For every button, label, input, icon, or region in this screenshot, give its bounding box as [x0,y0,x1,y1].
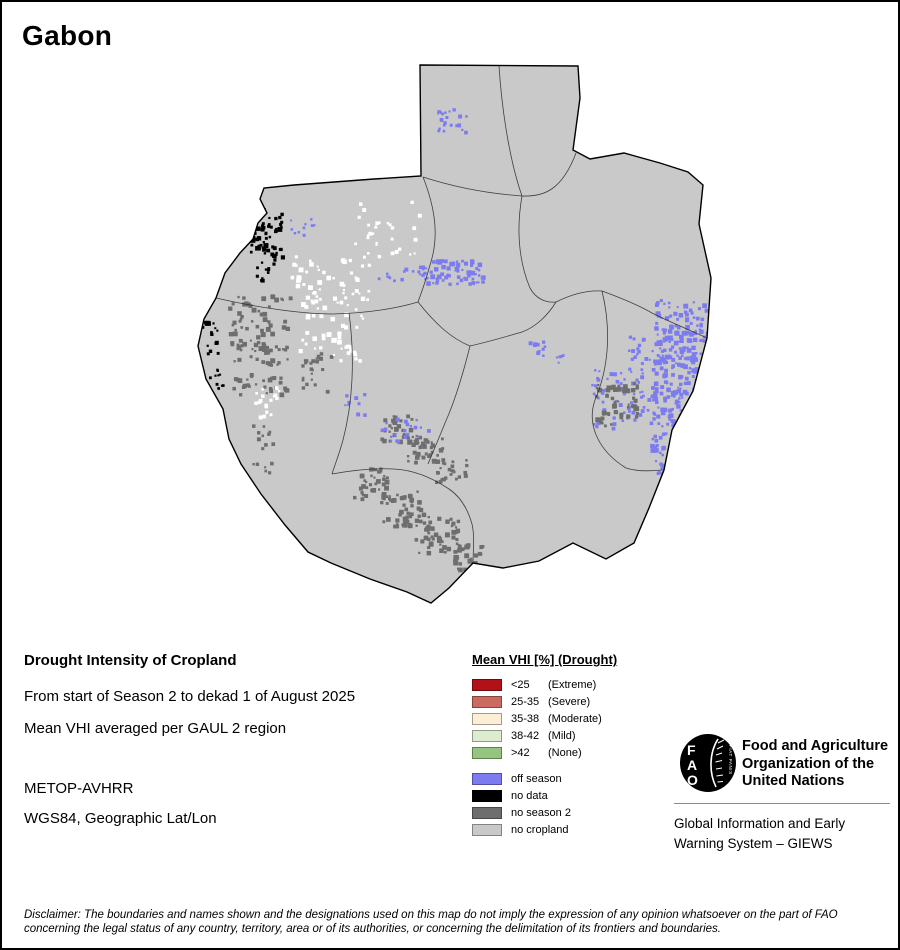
legend-row-severe: 25-35 (Severe) [472,693,672,710]
legend-row-mild: 38-42 (Mild) [472,727,672,744]
legend-row-extreme: <25 (Extreme) [472,676,672,693]
fao-logo-letter: O [687,772,698,788]
fao-org-line: Organization of the [742,755,875,772]
map-subject-heading: Drought Intensity of Cropland [24,652,237,669]
region-boundaries [215,65,708,564]
wheat-grain-icon [715,739,725,783]
sensor-line: METOP-AVHRR [24,780,134,797]
fao-logo-letter: F [687,742,696,758]
legend-label: off season [511,772,562,785]
swatch-off-season [472,772,502,785]
legend-row-no-season-2: no season 2 [472,804,672,821]
legend-range: >42 [511,746,530,759]
legend-spacer [472,761,672,770]
legend: Mean VHI [%] (Drought) <25 (Extreme) 25-3… [472,652,672,838]
legend-qualifier: (Severe) [548,695,591,708]
giews-label: Global Information and Early Warning Sys… [674,814,845,853]
giews-line: Warning System – GIEWS [674,835,833,851]
swatch-no-season-2 [472,806,502,819]
fao-org-name: Food and Agriculture Organization of the… [742,738,888,791]
legend-range: <25 [511,678,530,691]
legend-label: no cropland [511,823,569,836]
legend-qualifier: (None) [548,746,582,759]
swatch-extreme [472,678,502,691]
legend-row-no-data: no data [472,787,672,804]
legend-row-off-season: off season [472,770,672,787]
disclaimer-text: Disclaimer: The boundaries and names sho… [24,909,838,935]
wheat-ear-icon [710,738,719,788]
drought-class-pixels [201,108,711,573]
legend-title: Mean VHI [%] (Drought) [472,652,618,667]
fao-org-line: Food and Agriculture [742,738,889,754]
legend-label: no season 2 [511,806,571,819]
aggregation-line: Mean VHI averaged per GAUL 2 region [24,720,287,737]
legend-qualifier: (Mild) [548,729,576,742]
swatch-severe [472,695,502,708]
swatch-no-cropland [472,823,502,836]
legend-qualifier: (Moderate) [548,712,602,725]
legend-row-no-cropland: no cropland [472,821,672,838]
fao-logo-letter: A [687,757,697,773]
legend-row-none: >42 (None) [472,744,672,761]
legend-range: 35-38 [511,712,540,725]
legend-label: no data [511,789,548,802]
legend-row-moderate: 35-38 (Moderate) [472,710,672,727]
fao-divider-line [674,803,890,804]
legend-range: 38-42 [511,729,540,742]
swatch-moderate [472,712,502,725]
fao-motto: FIAT PANIS [728,745,733,775]
swatch-none [472,746,502,759]
projection-line: WGS84, Geographic Lat/Lon [24,810,217,827]
fao-org-line: United Nations [742,773,845,789]
period-line: From start of Season 2 to dekad 1 of Aug… [24,688,356,705]
page-title: Gabon [22,20,113,51]
giews-line: Global Information and Early [674,816,846,831]
swatch-no-data [472,789,502,802]
fao-logo: F A O FIAT PANIS [680,734,736,792]
legend-qualifier: (Extreme) [548,678,597,691]
swatch-mild [472,729,502,742]
legend-range: 25-35 [511,695,540,708]
